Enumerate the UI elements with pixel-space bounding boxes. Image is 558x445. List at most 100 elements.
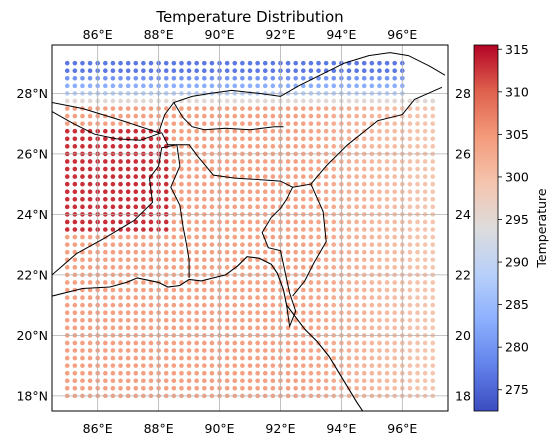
data-point bbox=[224, 257, 230, 263]
data-point bbox=[148, 113, 154, 119]
data-point bbox=[125, 227, 131, 232]
data-point bbox=[308, 287, 314, 293]
data-point bbox=[361, 68, 367, 74]
data-point bbox=[171, 204, 177, 210]
data-point bbox=[392, 257, 397, 263]
data-point bbox=[103, 128, 108, 134]
data-point bbox=[80, 219, 85, 225]
data-point bbox=[301, 249, 306, 255]
data-point bbox=[285, 128, 291, 134]
data-point bbox=[262, 98, 268, 104]
data-point bbox=[110, 378, 116, 384]
data-point bbox=[232, 280, 238, 285]
data-point bbox=[430, 128, 436, 134]
data-point bbox=[103, 159, 108, 164]
data-point bbox=[64, 363, 70, 368]
data-point bbox=[255, 265, 260, 270]
data-point bbox=[285, 144, 291, 149]
data-point bbox=[194, 159, 199, 164]
data-point bbox=[346, 363, 352, 368]
data-point bbox=[369, 386, 375, 391]
data-point bbox=[262, 355, 268, 361]
data-point bbox=[125, 68, 131, 74]
data-point bbox=[331, 386, 337, 391]
data-point bbox=[262, 166, 268, 172]
data-point bbox=[407, 348, 413, 353]
data-point bbox=[224, 325, 230, 331]
data-point bbox=[301, 378, 306, 384]
data-point bbox=[141, 363, 146, 368]
data-point bbox=[422, 280, 428, 285]
data-point bbox=[202, 242, 207, 247]
data-point bbox=[224, 196, 230, 202]
data-point bbox=[415, 128, 420, 134]
data-point bbox=[133, 106, 139, 111]
data-point bbox=[148, 317, 154, 323]
data-point bbox=[377, 227, 382, 232]
colorbar-tick-label: 290 bbox=[505, 255, 529, 270]
data-point bbox=[118, 363, 123, 368]
data-point bbox=[202, 121, 207, 126]
data-point bbox=[377, 219, 382, 225]
data-point bbox=[171, 317, 177, 323]
data-point bbox=[186, 280, 192, 285]
data-point bbox=[407, 166, 413, 172]
data-point bbox=[354, 234, 359, 240]
data-point bbox=[369, 136, 375, 142]
data-point bbox=[270, 144, 276, 149]
data-point bbox=[247, 310, 253, 315]
data-point bbox=[323, 386, 329, 391]
data-point bbox=[430, 98, 436, 104]
data-point bbox=[224, 386, 230, 391]
data-point bbox=[103, 287, 108, 293]
data-point bbox=[118, 204, 123, 210]
data-point bbox=[262, 325, 268, 331]
data-point bbox=[224, 287, 230, 293]
data-point bbox=[323, 159, 329, 164]
data-point bbox=[240, 386, 245, 391]
data-point bbox=[308, 302, 314, 308]
data-point bbox=[209, 348, 215, 353]
data-point bbox=[171, 310, 177, 315]
data-point bbox=[72, 83, 78, 89]
data-point bbox=[202, 386, 207, 391]
data-point bbox=[293, 181, 298, 187]
data-point bbox=[64, 310, 70, 315]
data-point bbox=[392, 249, 397, 255]
data-point bbox=[103, 60, 108, 66]
data-point bbox=[308, 363, 314, 368]
data-point bbox=[255, 280, 260, 285]
lon-tick-label-top: 88°E bbox=[144, 27, 174, 42]
data-point bbox=[293, 174, 298, 179]
data-point bbox=[179, 189, 184, 194]
data-point bbox=[384, 196, 390, 202]
data-point bbox=[171, 75, 177, 81]
data-point bbox=[209, 227, 215, 232]
data-point bbox=[186, 68, 192, 74]
data-point bbox=[186, 60, 192, 66]
data-point bbox=[331, 280, 337, 285]
data-point bbox=[110, 295, 116, 300]
data-point bbox=[202, 181, 207, 187]
data-point bbox=[240, 325, 245, 331]
data-point bbox=[331, 317, 337, 323]
data-point bbox=[331, 310, 337, 315]
data-point bbox=[354, 265, 359, 270]
data-point bbox=[415, 144, 420, 149]
data-point bbox=[163, 106, 169, 111]
data-point bbox=[316, 295, 321, 300]
data-point bbox=[331, 75, 337, 81]
data-point bbox=[361, 295, 367, 300]
data-point bbox=[392, 98, 397, 104]
data-point bbox=[103, 325, 108, 331]
data-point bbox=[323, 302, 329, 308]
data-point bbox=[361, 196, 367, 202]
data-point bbox=[133, 227, 139, 232]
data-point bbox=[270, 196, 276, 202]
data-point bbox=[103, 106, 108, 111]
data-point bbox=[202, 280, 207, 285]
data-point bbox=[415, 242, 420, 247]
data-point bbox=[262, 348, 268, 353]
data-point bbox=[202, 348, 207, 353]
data-point bbox=[384, 280, 390, 285]
